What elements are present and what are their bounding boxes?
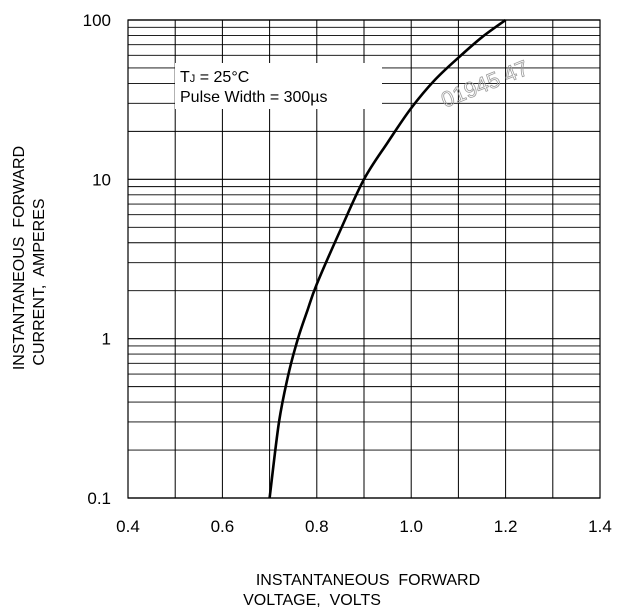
series-layer bbox=[268, 18, 507, 499]
junction-temperature-label: TJ = 25°C bbox=[180, 69, 249, 86]
y-axis-title-line-2: CURRENT, AMPERES bbox=[31, 198, 48, 365]
y-tick-label: 10 bbox=[92, 170, 111, 189]
y-tick-label: 100 bbox=[83, 11, 111, 30]
x-tick-label: 0.4 bbox=[116, 517, 140, 536]
annotation-box: TJ = 25°C Pulse Width = 300µs bbox=[175, 63, 382, 109]
y-tick-label: 0.1 bbox=[87, 489, 111, 508]
x-tick-label: 1.4 bbox=[588, 517, 612, 536]
x-tick-label: 0.8 bbox=[305, 517, 329, 536]
x-tick-label: 0.6 bbox=[211, 517, 235, 536]
plot-frame bbox=[127, 19, 601, 499]
x-tick-label: 1.0 bbox=[399, 517, 423, 536]
forward-current-curve bbox=[268, 18, 507, 499]
y-tick-label: 1 bbox=[102, 330, 111, 349]
pulse-width-label: Pulse Width = 300µs bbox=[180, 89, 328, 106]
x-tick-label: 1.2 bbox=[494, 517, 518, 536]
y-axis-title-line-1: INSTANTANEOUS FORWARD bbox=[11, 146, 28, 370]
y-axis-ticks: 0.1 1 10 100 bbox=[83, 11, 111, 508]
x-axis-ticks: 0.4 0.6 0.8 1.0 1.2 1.4 bbox=[116, 517, 612, 536]
x-axis-title-line-2: VOLTAGE, VOLTS bbox=[243, 592, 381, 609]
x-axis-title-line-1: INSTANTANEOUS FORWARD bbox=[256, 572, 480, 589]
